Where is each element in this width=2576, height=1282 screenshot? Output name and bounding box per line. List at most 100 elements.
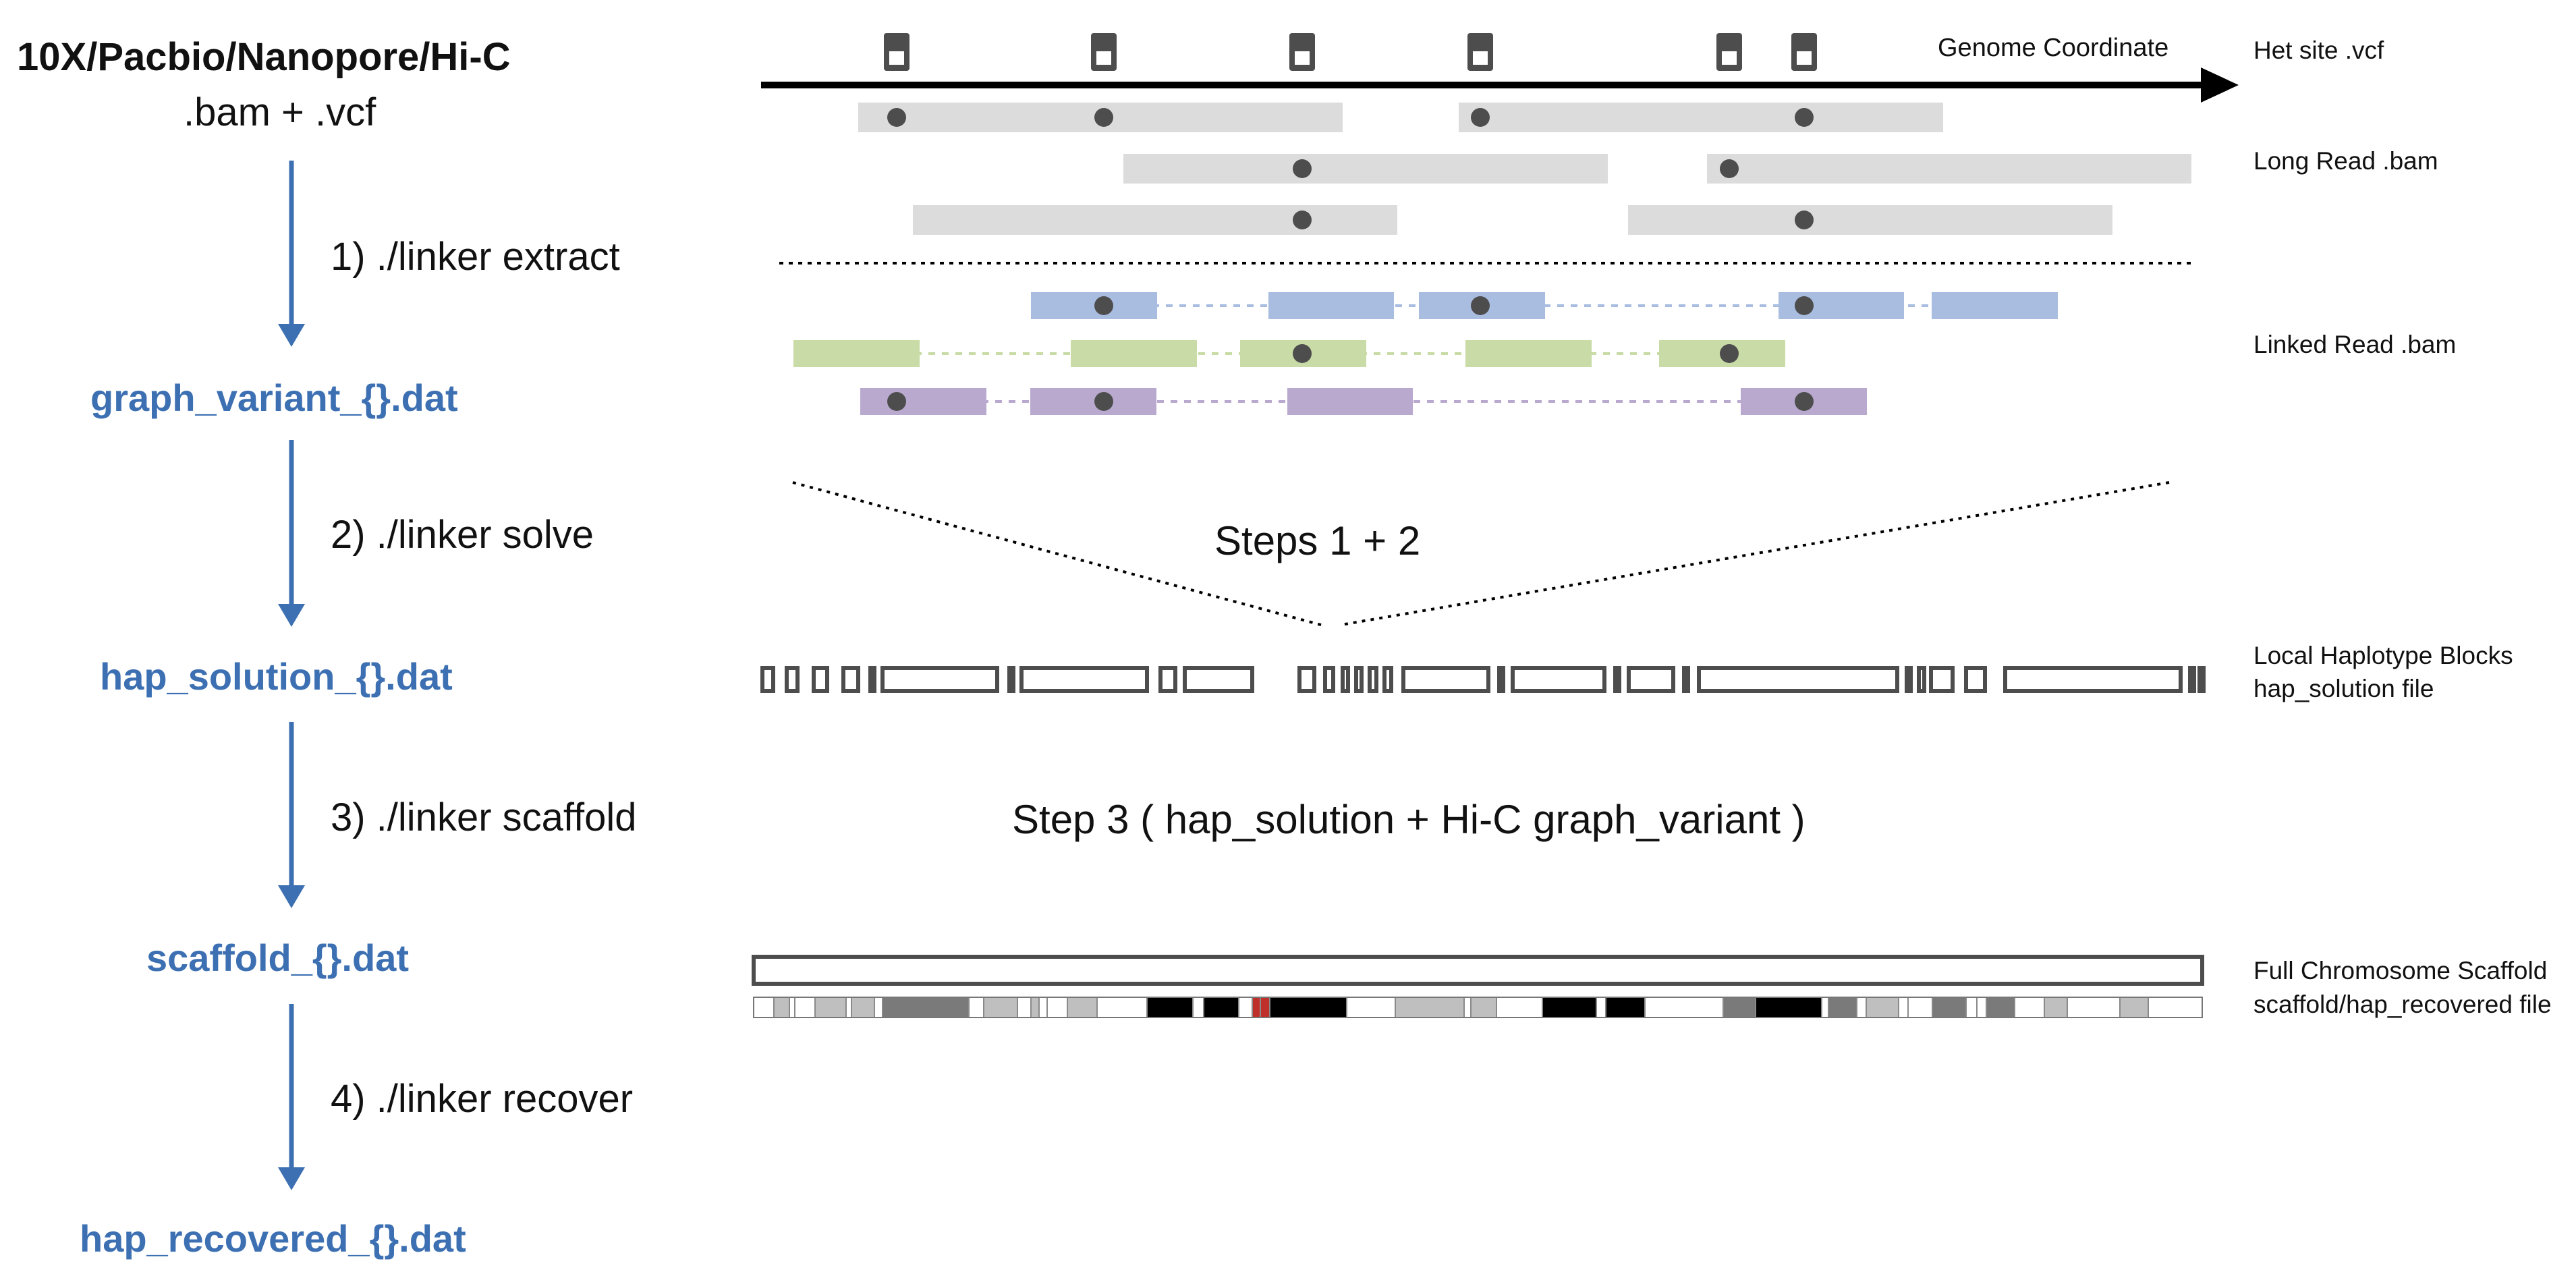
haplotype-block	[812, 666, 829, 693]
chromosome-band-segment	[1067, 997, 1097, 1018]
variant-dot	[1471, 108, 1490, 127]
variant-dot	[1094, 392, 1113, 411]
haplotype-block	[868, 666, 876, 693]
chromosome-band-segment	[984, 997, 1017, 1018]
haplotype-block	[1341, 666, 1350, 693]
haplotype-block	[880, 666, 999, 693]
haplotype-block	[1613, 666, 1621, 693]
arrowhead-step-2	[278, 604, 305, 627]
haplotype-block	[1183, 666, 1254, 693]
variant-dot	[1795, 211, 1814, 229]
haplotype-block	[1158, 666, 1177, 693]
chromosome-band-segment	[2044, 997, 2067, 1018]
long-read-bar	[1459, 103, 1943, 132]
steps-1-2-label: Steps 1 + 2	[1214, 518, 1421, 563]
het-site-marker-window	[1295, 51, 1310, 65]
haplotype-block	[1007, 666, 1015, 693]
haplotype-block	[1964, 666, 1987, 693]
chromosome-band-segment	[1828, 997, 1857, 1018]
haplotype-block	[2003, 666, 2183, 693]
long-read-bar	[1123, 154, 1608, 184]
input-files: .bam + .vcf	[184, 90, 376, 134]
linked-read-segment	[1071, 340, 1197, 367]
haplotype-block	[1382, 666, 1393, 693]
chromosome-band-segment	[1986, 997, 2015, 1018]
het-site-marker-window	[889, 51, 904, 65]
haplotype-block	[1627, 666, 1675, 693]
haplotype-block	[1401, 666, 1490, 693]
label-het-site: Het site .vcf	[2253, 36, 2384, 64]
haplotype-block	[2188, 666, 2196, 693]
step-3-description: Step 3 ( hap_solution + Hi-C graph_varia…	[1012, 797, 1805, 842]
long-read-bar	[1628, 205, 2112, 235]
output-hap-solution: hap_solution_{}.dat	[100, 655, 453, 698]
label-full-scaffold: Full Chromosome Scaffold	[2253, 957, 2548, 984]
variant-dot	[1720, 344, 1739, 363]
chromosome-band-segment	[1932, 997, 1966, 1018]
chromosome-band-segment	[1471, 997, 1496, 1018]
arrowhead-step-3	[278, 885, 305, 908]
haplotype-block	[2197, 666, 2206, 693]
chromosome-frame	[753, 997, 2203, 1018]
genome-axis	[761, 67, 2239, 103]
output-scaffold: scaffold_{}.dat	[146, 937, 409, 979]
variant-dot	[887, 108, 906, 127]
variant-dot	[1471, 296, 1490, 315]
output-hap-recovered: hap_recovered_{}.dat	[80, 1217, 466, 1260]
variant-dot	[1094, 108, 1113, 127]
chromosome-band-segment	[1606, 997, 1645, 1018]
chromosome-band-segment	[1395, 997, 1464, 1018]
chromosome-band-segment	[1270, 997, 1347, 1018]
haplotype-block	[1905, 666, 1913, 693]
variant-dot	[1795, 108, 1814, 127]
long-reads	[858, 103, 2191, 235]
variant-dot	[1720, 159, 1739, 178]
linked-read-segment	[1031, 292, 1157, 319]
chromosome-band-segment	[1147, 997, 1193, 1018]
step-1-label: 1) ./linker extract	[331, 235, 620, 279]
step-4-label: 4) ./linker recover	[331, 1077, 634, 1121]
chromosome-band-segment	[774, 997, 789, 1018]
het-site-marker-window	[1797, 51, 1812, 65]
variant-dot	[887, 392, 906, 411]
het-site-marker-window	[1096, 51, 1111, 65]
chromosome-band-segment	[851, 997, 874, 1018]
chromosome-band	[753, 997, 2203, 1018]
chromosome-band-segment	[2120, 997, 2148, 1018]
step-2-label: 2) ./linker solve	[331, 513, 594, 557]
pipeline-arrows	[278, 161, 305, 1190]
haplotype-block	[1019, 666, 1149, 693]
variant-dot	[1293, 344, 1312, 363]
haplotype-block	[1497, 666, 1505, 693]
axis-label: Genome Coordinate	[1938, 34, 2169, 62]
het-site-markers	[884, 33, 1817, 71]
haplotype-block	[1297, 666, 1316, 693]
haplotype-block	[1697, 666, 1899, 693]
input-title: 10X/Pacbio/Nanopore/Hi-C	[17, 35, 511, 79]
variant-dot	[1795, 392, 1814, 411]
variant-dot	[1094, 296, 1113, 315]
haplotype-block	[1368, 666, 1378, 693]
long-read-bar	[1707, 154, 2191, 184]
variant-dot	[1293, 211, 1312, 229]
linked-read-segment	[1465, 340, 1592, 367]
haplotype-block	[1323, 666, 1335, 693]
haplotype-block	[1511, 666, 1606, 693]
arrowhead-step-4	[278, 1167, 305, 1190]
haplotype-block	[841, 666, 860, 693]
step-3-label: 3) ./linker scaffold	[331, 796, 637, 839]
full-chromosome-scaffold	[752, 955, 2204, 986]
label-long-read: Long Read .bam	[2253, 147, 2438, 175]
chromosome-band-segment	[883, 997, 969, 1018]
chromosome-band-segment	[1756, 997, 1822, 1018]
haplotype-block	[1682, 666, 1690, 693]
output-graph-variant: graph_variant_{}.dat	[90, 377, 458, 419]
het-site-marker-window	[1473, 51, 1488, 65]
chromosome-band-segment	[1866, 997, 1899, 1018]
long-read-bar	[913, 205, 1397, 235]
haplotype-block	[1354, 666, 1364, 693]
chromosome-band-segment	[1204, 997, 1239, 1018]
haplotype-block	[1929, 666, 1955, 693]
chromosome-band-segment	[815, 997, 846, 1018]
local-haplotype-blocks	[760, 666, 2206, 693]
